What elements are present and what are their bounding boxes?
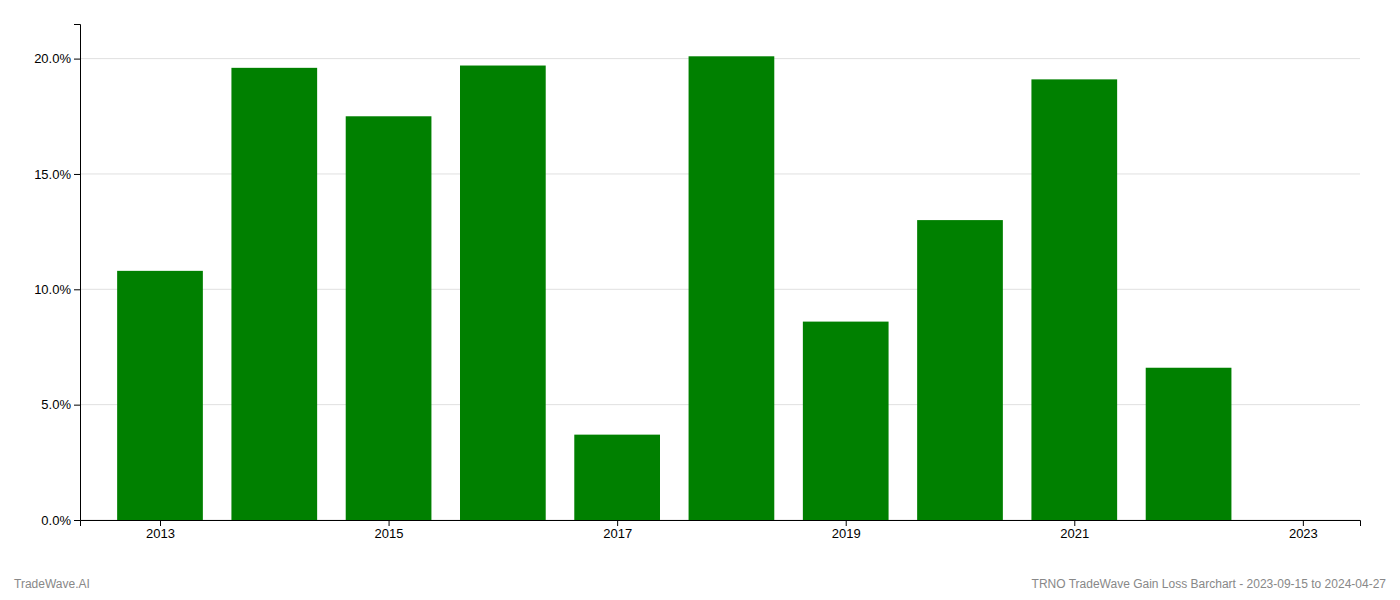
tick-mark — [160, 520, 161, 526]
y-axis: 0.0% 5.0% 10.0% 15.0% 20.0% — [34, 25, 80, 528]
bar — [1146, 368, 1232, 520]
tick-mark — [389, 520, 390, 526]
tick-mark — [74, 405, 80, 406]
tick-label: 5.0% — [41, 397, 71, 412]
tick: 20.0% — [34, 51, 80, 66]
tick-mark — [1074, 520, 1075, 526]
bar — [574, 435, 660, 520]
annotations: TradeWave.AI TRNO TradeWave Gain Loss Bar… — [14, 577, 1386, 591]
tick: 5.0% — [41, 397, 80, 412]
axis-line — [81, 521, 1361, 527]
bar — [460, 66, 546, 520]
chart: 2013 2015 2017 2019 2021 2023 0.0% 5.0% 10.0% 15.… — [0, 0, 1400, 600]
tick-label: 2017 — [603, 526, 632, 541]
bar — [803, 322, 889, 520]
annotation: TradeWave.AI — [14, 577, 90, 591]
tick-label: 0.0% — [41, 513, 71, 528]
bar — [117, 271, 203, 520]
tick-label: 10.0% — [34, 282, 71, 297]
tick: 10.0% — [34, 282, 80, 297]
tick-mark — [846, 520, 847, 526]
tick-label: 20.0% — [34, 51, 71, 66]
tick-label: 2019 — [832, 526, 861, 541]
tick-label: 15.0% — [34, 167, 71, 182]
tick: 15.0% — [34, 167, 80, 182]
x-axis: 2013 2015 2017 2019 2021 2023 — [81, 520, 1361, 541]
bar — [917, 220, 1003, 520]
tick: 2021 — [1060, 520, 1089, 541]
bars — [117, 56, 1231, 520]
bar — [689, 56, 775, 520]
tick-label: 2015 — [375, 526, 404, 541]
tick-mark — [74, 174, 80, 175]
bar — [346, 116, 432, 520]
tick-label: 2021 — [1060, 526, 1089, 541]
tick: 2013 — [146, 520, 175, 541]
tick: 2017 — [603, 520, 632, 541]
tick-mark — [74, 520, 80, 521]
annotation: TRNO TradeWave Gain Loss Barchart - 2023… — [1032, 577, 1387, 591]
tick-mark — [617, 520, 618, 526]
axis-line — [74, 25, 81, 521]
tick-mark — [74, 289, 80, 290]
tick-label: 2013 — [146, 526, 175, 541]
tick: 2019 — [832, 520, 861, 541]
tick-label: 2023 — [1289, 526, 1318, 541]
tick: 2015 — [375, 520, 404, 541]
tick-mark — [1303, 520, 1304, 526]
tick: 0.0% — [41, 513, 80, 528]
bar — [231, 68, 317, 520]
tick: 2023 — [1289, 520, 1318, 541]
bar — [1031, 79, 1117, 520]
tick-mark — [74, 59, 80, 60]
